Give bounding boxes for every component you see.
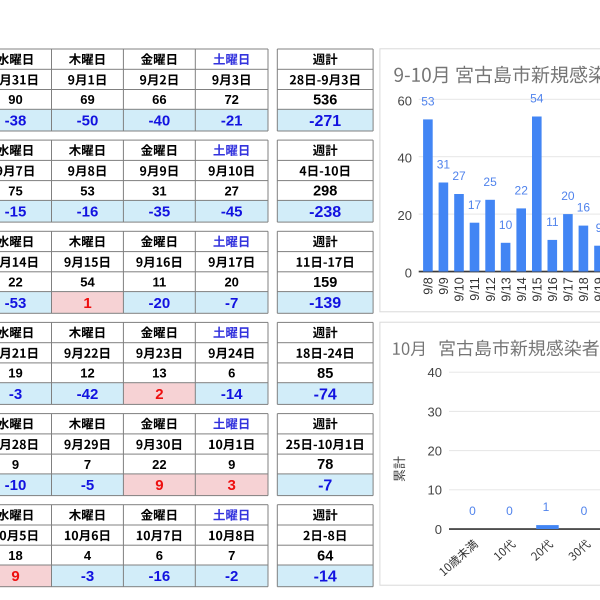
svg-text:53: 53 xyxy=(80,183,94,198)
svg-text:9: 9 xyxy=(596,221,600,235)
svg-text:78: 78 xyxy=(317,457,333,473)
svg-text:30: 30 xyxy=(428,404,442,419)
svg-text:6: 6 xyxy=(156,548,163,563)
svg-text:12: 12 xyxy=(80,366,94,381)
svg-text:64: 64 xyxy=(317,548,333,564)
svg-text:66: 66 xyxy=(152,92,166,107)
svg-text:11: 11 xyxy=(546,215,559,229)
svg-text:9: 9 xyxy=(228,457,235,472)
svg-text:-2: -2 xyxy=(225,568,238,585)
svg-text:19: 19 xyxy=(8,366,22,381)
svg-text:2: 2 xyxy=(155,386,163,403)
svg-text:536: 536 xyxy=(313,93,337,109)
svg-text:9/9: 9/9 xyxy=(437,277,451,294)
svg-text:-45: -45 xyxy=(221,204,243,221)
svg-text:75: 75 xyxy=(8,183,22,198)
svg-text:7: 7 xyxy=(84,457,91,472)
svg-text:22: 22 xyxy=(8,275,22,290)
svg-text:-35: -35 xyxy=(149,204,171,221)
svg-text:22: 22 xyxy=(515,184,529,198)
svg-text:1: 1 xyxy=(83,295,91,312)
svg-text:-139: -139 xyxy=(309,295,341,312)
svg-text:-16: -16 xyxy=(77,204,99,221)
svg-text:-10: -10 xyxy=(5,477,27,494)
svg-text:40: 40 xyxy=(398,151,412,166)
svg-text:16: 16 xyxy=(577,201,591,215)
svg-text:25: 25 xyxy=(483,175,497,189)
svg-text:9/8: 9/8 xyxy=(422,277,436,294)
svg-text:20: 20 xyxy=(428,444,442,459)
svg-text:20: 20 xyxy=(561,189,575,203)
svg-text:9/15: 9/15 xyxy=(531,277,545,301)
svg-text:0: 0 xyxy=(469,504,476,518)
svg-text:53: 53 xyxy=(421,95,435,109)
svg-text:-3: -3 xyxy=(9,386,22,403)
svg-text:72: 72 xyxy=(224,92,238,107)
svg-text:9: 9 xyxy=(155,477,163,494)
svg-text:40: 40 xyxy=(428,365,442,380)
svg-text:3: 3 xyxy=(228,477,236,494)
svg-text:0: 0 xyxy=(435,522,442,537)
svg-text:11: 11 xyxy=(153,275,167,290)
svg-text:4: 4 xyxy=(84,548,92,563)
svg-text:9: 9 xyxy=(12,457,19,472)
svg-text:20: 20 xyxy=(398,208,412,223)
svg-text:-271: -271 xyxy=(309,113,341,130)
svg-text:0: 0 xyxy=(405,266,412,281)
svg-text:-74: -74 xyxy=(314,386,337,403)
svg-text:27: 27 xyxy=(224,183,238,198)
svg-text:13: 13 xyxy=(152,366,166,381)
svg-text:-38: -38 xyxy=(5,113,27,130)
svg-text:-7: -7 xyxy=(318,478,332,495)
svg-text:31: 31 xyxy=(437,158,451,172)
svg-text:9/19: 9/19 xyxy=(593,277,600,301)
svg-text:9/11: 9/11 xyxy=(468,277,482,300)
svg-text:-53: -53 xyxy=(5,295,27,312)
svg-text:10: 10 xyxy=(428,483,442,498)
svg-text:-20: -20 xyxy=(149,295,171,312)
svg-text:-42: -42 xyxy=(77,386,99,403)
svg-text:0: 0 xyxy=(506,504,513,518)
svg-text:9/12: 9/12 xyxy=(484,277,498,301)
svg-text:7: 7 xyxy=(228,548,235,563)
svg-text:54: 54 xyxy=(80,275,95,290)
svg-text:18: 18 xyxy=(8,548,22,563)
svg-text:-5: -5 xyxy=(81,477,94,494)
svg-text:9/17: 9/17 xyxy=(562,277,576,301)
svg-text:90: 90 xyxy=(8,92,22,107)
svg-text:60: 60 xyxy=(398,93,412,108)
svg-text:9/18: 9/18 xyxy=(577,277,591,301)
svg-text:85: 85 xyxy=(317,366,333,382)
svg-text:22: 22 xyxy=(152,457,166,472)
svg-text:-3: -3 xyxy=(81,568,94,585)
svg-text:-14: -14 xyxy=(314,569,337,586)
svg-text:9/13: 9/13 xyxy=(499,277,513,301)
svg-text:27: 27 xyxy=(452,169,466,183)
svg-text:54: 54 xyxy=(530,92,544,106)
svg-text:17: 17 xyxy=(468,198,482,212)
svg-text:1: 1 xyxy=(543,500,550,514)
svg-text:-7: -7 xyxy=(225,295,238,312)
svg-text:-238: -238 xyxy=(309,204,341,221)
svg-text:159: 159 xyxy=(313,275,337,291)
svg-text:6: 6 xyxy=(228,366,235,381)
svg-text:-15: -15 xyxy=(5,204,27,221)
svg-text:-50: -50 xyxy=(77,113,99,130)
svg-text:-16: -16 xyxy=(149,568,171,585)
svg-text:9/16: 9/16 xyxy=(546,277,560,301)
svg-text:9/14: 9/14 xyxy=(515,277,529,301)
svg-text:9: 9 xyxy=(11,568,19,585)
svg-text:-40: -40 xyxy=(149,113,171,130)
svg-text:0: 0 xyxy=(581,504,588,518)
svg-text:-14: -14 xyxy=(221,386,243,403)
svg-text:-21: -21 xyxy=(221,113,243,130)
svg-text:9/10: 9/10 xyxy=(453,277,467,301)
svg-text:31: 31 xyxy=(152,183,166,198)
svg-text:298: 298 xyxy=(313,184,337,200)
svg-text:69: 69 xyxy=(80,92,94,107)
svg-text:20: 20 xyxy=(224,275,238,290)
svg-text:10: 10 xyxy=(499,218,513,232)
